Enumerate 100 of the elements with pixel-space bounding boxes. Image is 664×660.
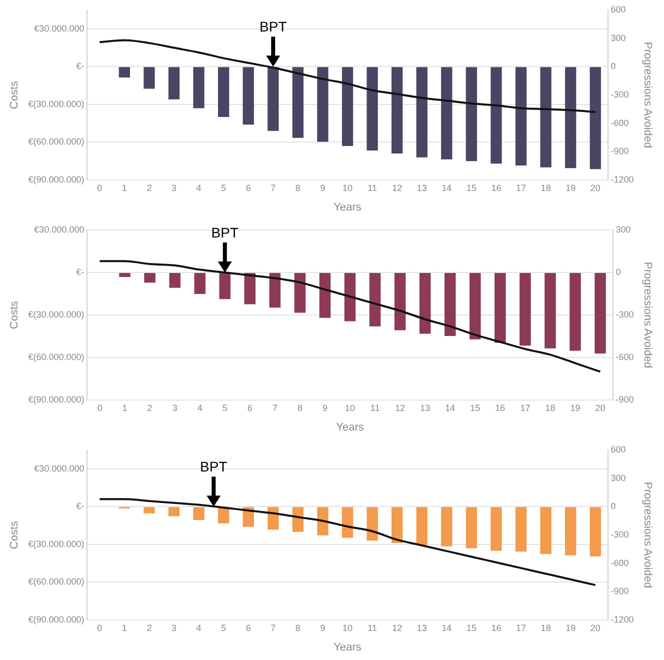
y-tick-label: €(60.000.000): [28, 136, 84, 147]
x-tick-label: 13: [416, 622, 427, 633]
y2-axis-title: Progressions Avoided: [641, 42, 654, 148]
x-tick-label: 8: [295, 622, 300, 633]
x-tick-label: 4: [197, 402, 202, 413]
annotation: BPT: [211, 224, 239, 240]
x-tick-label: 2: [147, 402, 152, 413]
x-tick-label: 15: [470, 402, 480, 413]
x-tick-label: 20: [590, 182, 600, 193]
x-tick-label: 14: [442, 182, 452, 193]
y2-tick-label: -600: [616, 352, 634, 362]
x-tick-label: 16: [491, 182, 502, 193]
x-tick-label: 5: [221, 622, 226, 633]
x-tick-label: 19: [570, 402, 580, 413]
x-tick-label: 16: [495, 402, 506, 413]
y2-tick-label: 0: [610, 61, 616, 72]
x-tick-label: 14: [442, 622, 452, 633]
x-tick-label: 2: [146, 622, 152, 633]
y2-tick-label: 300: [616, 224, 631, 234]
y2-tick-label: -300: [616, 309, 634, 320]
y2-tick-label: -600: [610, 558, 629, 568]
x-tick-label: 17: [516, 182, 526, 193]
y-tick-label: €-: [76, 266, 84, 277]
x-tick-label: 11: [368, 182, 377, 193]
x-tick-label: 12: [392, 622, 402, 633]
x-tick-label: 4: [196, 622, 202, 633]
y2-tick-label: -600: [610, 118, 629, 128]
y-tick-label: €-: [76, 61, 84, 72]
x-tick-label: 7: [270, 182, 276, 193]
y-tick-label: €-: [76, 501, 84, 512]
x-tick-label: 6: [247, 402, 252, 413]
x-tick-label: 7: [270, 622, 276, 633]
annotation: BPT: [260, 18, 288, 35]
line-series: [98, 260, 602, 373]
line-series: [98, 39, 596, 113]
y-tick-label: €30.000.000: [34, 23, 84, 34]
x-tick-label: 18: [540, 182, 551, 193]
y-tick-label: €30.000.000: [34, 224, 84, 234]
y2-tick-label: -900: [610, 586, 629, 596]
x-tick-label: 6: [246, 182, 251, 193]
x-tick-label: 15: [466, 182, 476, 193]
x-tick-label: 20: [595, 402, 606, 413]
y2-tick-label: 0: [610, 501, 616, 512]
y2-tick-label: 300: [610, 32, 626, 43]
annotation: BPT: [200, 458, 228, 475]
y-tick-label: €30.000.000: [34, 463, 84, 474]
y-tick-label: €(90.000.000): [28, 174, 84, 184]
x-tick-label: 7: [272, 402, 278, 413]
x-tick-label: 17: [520, 402, 530, 413]
y2-tick-label: -1200: [610, 174, 634, 184]
y-tick-label: €(90.000.000): [28, 614, 84, 624]
x-tick-label: 18: [540, 622, 551, 633]
x-tick-label: 0: [97, 622, 102, 633]
x-tick-label: 12: [395, 402, 406, 413]
y-tick-label: €(30.000.000): [28, 309, 84, 320]
x-tick-label: 8: [297, 402, 302, 413]
x-tick-label: 18: [545, 402, 556, 413]
y2-tick-label: -300: [610, 529, 629, 540]
y2-tick-label: -300: [610, 89, 629, 100]
x-tick-label: 4: [196, 182, 202, 193]
x-tick-label: 11: [368, 622, 377, 633]
y-tick-label: €(60.000.000): [28, 352, 84, 362]
y-axis-title: Costs: [8, 300, 21, 330]
x-tick-label: 1: [122, 182, 127, 193]
y-tick-label: €(30.000.000): [28, 98, 84, 109]
line-series: [98, 498, 596, 586]
y-axis-title: Costs: [8, 80, 21, 110]
x-tick-label: 3: [171, 182, 177, 193]
y2-tick-label: -900: [616, 394, 634, 404]
y-axis-title: Costs: [8, 520, 21, 550]
x-axis-title: Years: [334, 641, 362, 654]
x-tick-label: 8: [295, 182, 300, 193]
x-tick-label: 20: [590, 622, 600, 633]
x-tick-label: 3: [172, 402, 178, 413]
x-tick-label: 10: [345, 402, 356, 413]
x-tick-label: 10: [342, 622, 353, 633]
x-tick-label: 5: [222, 402, 228, 413]
x-tick-label: 2: [146, 182, 152, 193]
y2-axis-title: Progressions Avoided: [641, 262, 654, 368]
y2-tick-label: 600: [610, 4, 626, 14]
x-tick-label: 19: [566, 182, 576, 193]
x-tick-label: 9: [320, 182, 326, 193]
x-tick-label: 9: [322, 402, 328, 413]
y-tick-label: €(60.000.000): [28, 576, 84, 587]
x-tick-label: 15: [466, 622, 476, 633]
x-tick-label: 10: [342, 182, 353, 193]
x-tick-label: 0: [97, 182, 102, 193]
x-tick-label: 12: [392, 182, 402, 193]
x-tick-label: 5: [221, 182, 226, 193]
x-tick-label: 0: [97, 402, 102, 413]
x-tick-label: 14: [445, 402, 456, 413]
y2-tick-label: -900: [610, 146, 629, 156]
x-tick-label: 9: [320, 622, 326, 633]
y2-axis-title: Progressions Avoided: [641, 482, 654, 588]
x-tick-label: 3: [171, 622, 177, 633]
x-tick-label: 16: [491, 622, 502, 633]
x-tick-label: 13: [416, 182, 427, 193]
x-tick-label: 1: [122, 622, 127, 633]
x-axis-title: Years: [334, 201, 362, 214]
x-tick-label: 17: [516, 622, 526, 633]
